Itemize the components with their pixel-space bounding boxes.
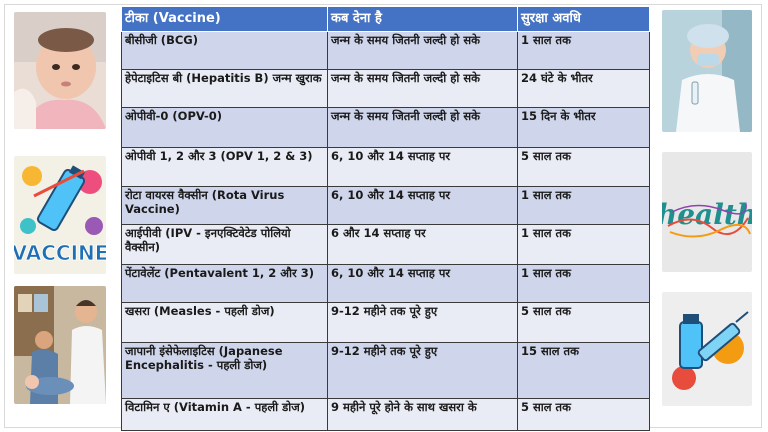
- table-row: हेपेटाइटिस बी (Hepatitis B) जन्म खुराक ज…: [121, 69, 650, 108]
- timing-cell: 6, 10 और 14 सप्ताह पर: [327, 186, 518, 225]
- protection-cell: 1 साल तक: [517, 264, 650, 303]
- header-vaccine: टीका (Vaccine): [121, 6, 328, 32]
- timing-cell: 6, 10 और 14 सप्ताह पर: [327, 147, 518, 187]
- table-row: बीसीजी (BCG) जन्म के समय जितनी जल्दी हो …: [121, 31, 650, 70]
- nurse-vial-photo: [662, 10, 752, 132]
- timing-cell: जन्म के समय जितनी जल्दी हो सके: [327, 107, 518, 148]
- vaccine-cell: हेपेटाइटिस बी (Hepatitis B) जन्म खुराक: [121, 69, 328, 108]
- header-when-to-give: कब देना है: [327, 6, 518, 32]
- syringe-vial-illustration: [662, 292, 752, 406]
- table-row: जापानी इंसेफेलाइटिस (Japanese Encephalit…: [121, 342, 650, 399]
- vaccine-cell: खसरा (Measles - पहली डोज): [121, 302, 328, 343]
- table-row: विटामिन ए (Vitamin A - पहली डोज) 9 महीने…: [121, 398, 650, 431]
- vaccination-schedule-table: टीका (Vaccine) कब देना है सुरक्षा अवधि ब…: [121, 6, 650, 431]
- vaccine-cell: जापानी इंसेफेलाइटिस (Japanese Encephalit…: [121, 342, 328, 399]
- svg-text:VACCINE: VACCINE: [14, 241, 106, 265]
- timing-cell: 9 महीने पूरे होने के साथ खसरा के: [327, 398, 518, 431]
- protection-cell: 5 साल तक: [517, 302, 650, 343]
- table-row: ओपीवी-0 (OPV-0) जन्म के समय जितनी जल्दी …: [121, 107, 650, 148]
- protection-cell: 5 साल तक: [517, 398, 650, 431]
- protection-cell: 1 साल तक: [517, 224, 650, 265]
- table-row: ओपीवी 1, 2 और 3 (OPV 1, 2 & 3) 6, 10 और …: [121, 147, 650, 187]
- health-word-art: health: [662, 152, 752, 272]
- protection-cell: 5 साल तक: [517, 147, 650, 187]
- doctor-child-photo: [14, 286, 106, 404]
- vaccine-cell: ओपीवी 1, 2 और 3 (OPV 1, 2 & 3): [121, 147, 328, 187]
- protection-cell: 15 दिन के भीतर: [517, 107, 650, 148]
- timing-cell: 6, 10 और 14 सप्ताह पर: [327, 264, 518, 303]
- table-row: खसरा (Measles - पहली डोज) 9-12 महीने तक …: [121, 302, 650, 343]
- vaccine-cell: आईपीवी (IPV - इनएक्टिवेटेड पोलियो वैक्सी…: [121, 224, 328, 265]
- timing-cell: जन्म के समय जितनी जल्दी हो सके: [327, 31, 518, 70]
- table-header-row: टीका (Vaccine) कब देना है सुरक्षा अवधि: [121, 6, 650, 32]
- timing-cell: 6 और 14 सप्ताह पर: [327, 224, 518, 265]
- timing-cell: जन्म के समय जितनी जल्दी हो सके: [327, 69, 518, 108]
- header-protection-period: सुरक्षा अवधि: [517, 6, 650, 32]
- table-row: रोटा वायरस वैक्सीन (Rota Virus Vaccine) …: [121, 186, 650, 225]
- vaccine-cell: रोटा वायरस वैक्सीन (Rota Virus Vaccine): [121, 186, 328, 225]
- baby-photo: [14, 12, 106, 129]
- table-row: पेंटावेलेंट (Pentavalent 1, 2 और 3) 6, 1…: [121, 264, 650, 303]
- vaccine-illustration: VACCINE: [14, 156, 106, 274]
- vaccine-cell: पेंटावेलेंट (Pentavalent 1, 2 और 3): [121, 264, 328, 303]
- protection-cell: 15 साल तक: [517, 342, 650, 399]
- vaccine-cell: विटामिन ए (Vitamin A - पहली डोज): [121, 398, 328, 431]
- table-row: आईपीवी (IPV - इनएक्टिवेटेड पोलियो वैक्सी…: [121, 224, 650, 265]
- timing-cell: 9-12 महीने तक पूरे हुए: [327, 342, 518, 399]
- protection-cell: 1 साल तक: [517, 31, 650, 70]
- protection-cell: 1 साल तक: [517, 186, 650, 225]
- vaccine-cell: बीसीजी (BCG): [121, 31, 328, 70]
- vaccine-cell: ओपीवी-0 (OPV-0): [121, 107, 328, 148]
- protection-cell: 24 घंटे के भीतर: [517, 69, 650, 108]
- timing-cell: 9-12 महीने तक पूरे हुए: [327, 302, 518, 343]
